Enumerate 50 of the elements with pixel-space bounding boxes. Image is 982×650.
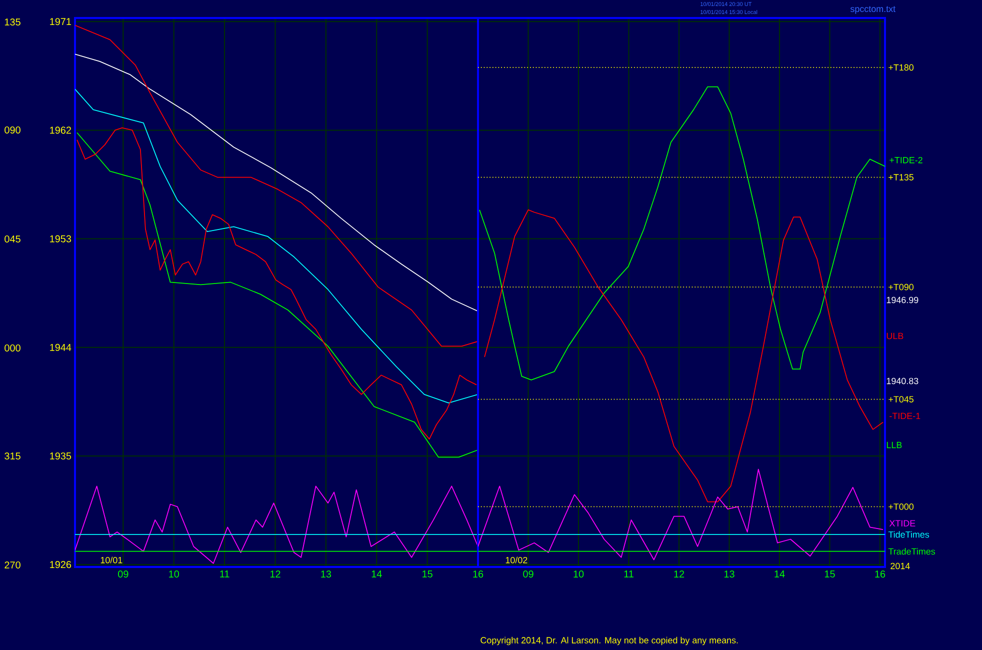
text: LLB xyxy=(886,442,902,448)
x-tick-label: 12 xyxy=(270,570,280,578)
x-tick-label: 12 xyxy=(674,570,684,578)
text: 135 xyxy=(4,18,20,26)
ref-line-label: TradeTimes xyxy=(888,548,936,555)
text: 045 xyxy=(4,235,20,243)
annotation: 10/02 xyxy=(506,556,528,564)
text: spcctom.txt xyxy=(850,6,896,14)
line-series xyxy=(75,54,478,312)
ref-line-label: +T090 xyxy=(888,284,914,290)
x-tick-label: 09 xyxy=(523,570,534,578)
text: 090 xyxy=(4,126,20,134)
x-tick-label: 14 xyxy=(372,570,382,578)
x-tick-label: 09 xyxy=(118,570,128,578)
x-tick-label: 16 xyxy=(473,570,484,578)
line-series xyxy=(75,24,478,347)
y-tick-label: 1962 xyxy=(50,126,71,134)
x-tick-label: 10 xyxy=(574,570,584,578)
ref-line-label: TideTimes xyxy=(888,531,930,538)
series-label: +TIDE-2 xyxy=(890,156,922,164)
y-tick-label: 1953 xyxy=(50,235,72,242)
y-tick-label: 1926 xyxy=(50,561,72,568)
y-tick-label: 1935 xyxy=(50,452,72,460)
x-tick-label: 11 xyxy=(624,570,634,578)
x-tick-label: 15 xyxy=(422,570,432,578)
x-tick-label: 10 xyxy=(169,570,180,578)
x-tick-label: 15 xyxy=(824,570,835,578)
text: 000 xyxy=(4,344,20,352)
x-tick-label: 13 xyxy=(321,570,332,578)
x-tick-label: 16 xyxy=(875,570,886,578)
text: 270 xyxy=(4,561,20,569)
text: 1940.83 xyxy=(886,378,918,384)
ref-line-label: +T000 xyxy=(888,503,914,510)
text: 2014 xyxy=(890,562,910,570)
x-tick-label: 11 xyxy=(220,570,230,578)
text: Copyright 2014, Dr. Al Larson. May not be copied by any means. xyxy=(480,636,738,646)
line-series xyxy=(75,88,478,404)
ref-line-label: +T045 xyxy=(888,396,914,402)
x-tick-label: 13 xyxy=(724,570,734,578)
ref-line-label: +T180 xyxy=(888,64,914,71)
text: 1946.99 xyxy=(886,296,918,304)
text: 315 xyxy=(4,452,20,460)
series-label: -TIDE-1 xyxy=(890,412,920,420)
ref-line-label: +T135 xyxy=(888,174,914,180)
y-tick-label: 1971 xyxy=(50,18,71,26)
y-tick-label: 1944 xyxy=(50,344,72,351)
x-tick-label: 14 xyxy=(774,570,785,578)
annotation: 10/01 xyxy=(100,556,122,564)
series-label: XTIDE xyxy=(889,520,916,526)
text: ULB xyxy=(886,332,904,340)
